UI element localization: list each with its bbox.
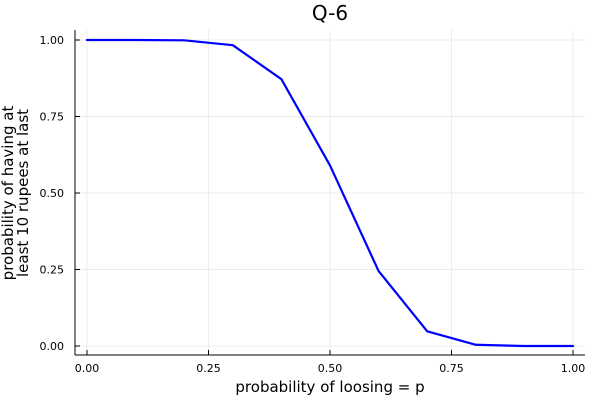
y-axis-label-line-2: least 10 rupees at last — [14, 109, 32, 277]
y-tick-label-3: 0.75 — [40, 111, 65, 124]
y-tick-label-2: 0.50 — [40, 187, 65, 200]
y-axis-label-line-1: probability of having at — [0, 106, 17, 281]
y-axis-label: probability of having at least 10 rupees… — [0, 106, 32, 281]
x-axis-label: probability of loosing = p — [235, 378, 424, 396]
series-layer — [85, 38, 575, 348]
y-tick-label-1: 0.25 — [40, 264, 65, 277]
x-tick-label-3: 0.75 — [439, 362, 464, 375]
y-tick-label-4: 1.00 — [40, 34, 65, 47]
chart-title: Q-6 — [312, 1, 348, 25]
x-tick-label-4: 1.00 — [561, 362, 586, 375]
x-tick-label-0: 0.00 — [75, 362, 100, 375]
tick-layer: 0.00 0.25 0.50 0.75 1.00 0.00 0.25 0.50 0.75 1.00 — [40, 34, 586, 375]
grid-layer — [75, 30, 585, 355]
x-tick-label-1: 0.25 — [196, 362, 221, 375]
x-tick-label-2: 0.50 — [318, 362, 343, 375]
y-tick-label-0: 0.00 — [40, 340, 65, 353]
